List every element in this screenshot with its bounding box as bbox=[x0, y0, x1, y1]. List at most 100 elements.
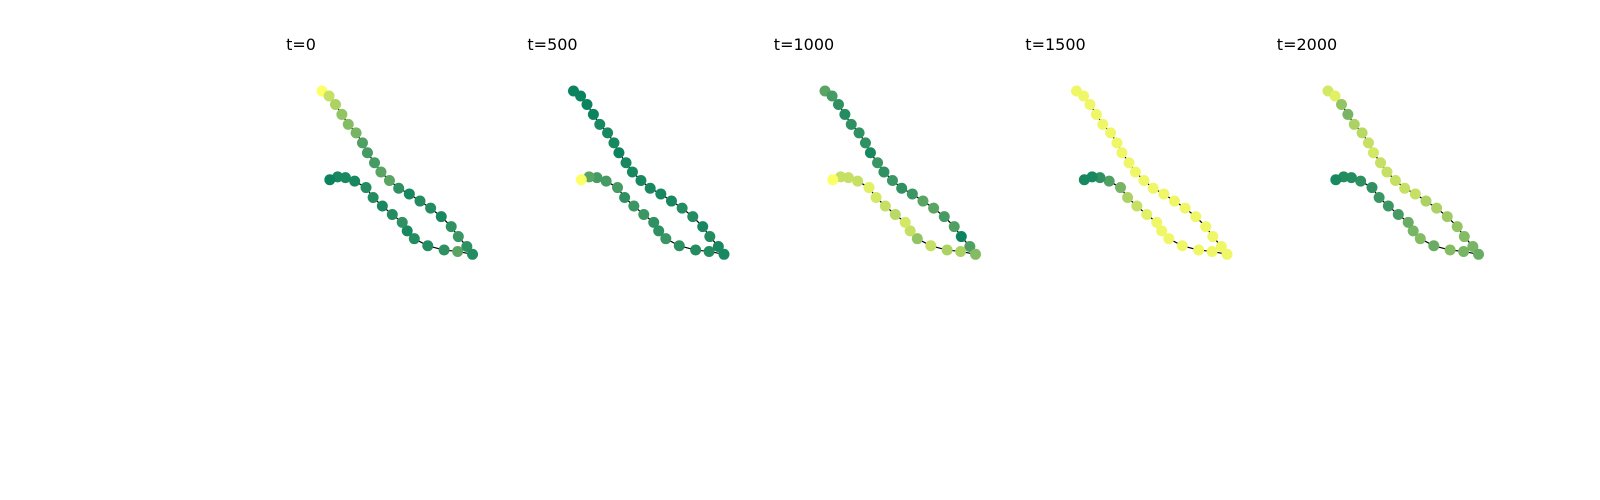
node bbox=[687, 211, 699, 223]
node bbox=[925, 240, 937, 252]
node bbox=[948, 221, 960, 233]
node bbox=[1078, 174, 1090, 186]
node bbox=[1467, 240, 1479, 252]
node bbox=[425, 202, 437, 214]
node bbox=[1381, 166, 1393, 178]
node bbox=[435, 211, 447, 223]
node bbox=[1389, 174, 1401, 186]
node bbox=[906, 188, 918, 200]
node bbox=[438, 244, 450, 256]
node bbox=[600, 175, 612, 187]
node bbox=[665, 195, 677, 207]
node bbox=[697, 221, 709, 233]
node bbox=[655, 188, 667, 200]
node bbox=[367, 192, 379, 203]
node bbox=[911, 233, 923, 245]
node bbox=[1097, 118, 1109, 130]
node bbox=[452, 245, 464, 257]
node bbox=[1366, 182, 1378, 194]
panel-4: t=2000 bbox=[1277, 35, 1485, 260]
node bbox=[376, 200, 388, 212]
node bbox=[396, 216, 408, 228]
node bbox=[619, 192, 631, 203]
node bbox=[1200, 221, 1212, 233]
panel-2: t=1000 bbox=[774, 35, 982, 260]
node bbox=[620, 157, 632, 169]
node bbox=[1473, 248, 1485, 260]
node bbox=[1458, 245, 1470, 257]
node bbox=[1373, 192, 1385, 203]
node bbox=[896, 182, 908, 194]
node bbox=[1367, 147, 1379, 159]
node bbox=[1375, 157, 1387, 169]
node bbox=[1122, 192, 1134, 203]
node bbox=[408, 233, 420, 245]
node bbox=[653, 225, 665, 237]
node bbox=[467, 248, 479, 260]
node bbox=[324, 174, 336, 186]
node bbox=[941, 244, 953, 256]
node bbox=[1342, 108, 1354, 120]
node bbox=[889, 209, 901, 221]
node bbox=[608, 137, 620, 149]
node bbox=[690, 244, 702, 256]
node bbox=[1156, 225, 1168, 237]
node bbox=[1420, 195, 1432, 207]
node bbox=[626, 166, 638, 178]
node bbox=[638, 209, 650, 221]
node bbox=[594, 118, 606, 130]
node bbox=[870, 192, 882, 203]
node bbox=[349, 175, 361, 187]
node bbox=[1131, 200, 1143, 212]
node bbox=[1407, 225, 1419, 237]
node bbox=[863, 182, 875, 194]
node bbox=[403, 188, 415, 200]
node bbox=[1392, 209, 1404, 221]
node bbox=[644, 182, 656, 194]
node bbox=[414, 195, 426, 207]
node bbox=[917, 195, 929, 207]
node bbox=[1382, 200, 1394, 212]
node bbox=[581, 98, 593, 110]
panels: t=0 t=500 t=1000 t=1500 t=2000 bbox=[286, 35, 1485, 260]
panel-title: t=0 bbox=[286, 35, 316, 54]
node bbox=[1103, 175, 1115, 187]
panel-3: t=1500 bbox=[1025, 35, 1233, 260]
node bbox=[1084, 98, 1096, 110]
node bbox=[648, 216, 660, 228]
node bbox=[1458, 231, 1470, 243]
node bbox=[928, 202, 940, 214]
node bbox=[1168, 195, 1180, 207]
node bbox=[1399, 182, 1411, 194]
node bbox=[970, 248, 982, 260]
node bbox=[879, 200, 891, 212]
node bbox=[342, 118, 354, 130]
node bbox=[1090, 108, 1102, 120]
node bbox=[393, 182, 405, 194]
node bbox=[660, 233, 672, 245]
node bbox=[853, 127, 865, 139]
node bbox=[386, 209, 398, 221]
node bbox=[1129, 166, 1141, 178]
node bbox=[1151, 216, 1163, 228]
node bbox=[1356, 127, 1368, 139]
node bbox=[1193, 244, 1205, 256]
node bbox=[676, 202, 688, 214]
node bbox=[360, 182, 372, 194]
node bbox=[859, 137, 871, 149]
node bbox=[872, 157, 884, 169]
node bbox=[904, 225, 916, 237]
node bbox=[712, 240, 724, 252]
node bbox=[864, 147, 876, 159]
panel-title: t=2000 bbox=[1277, 35, 1337, 54]
node bbox=[1431, 202, 1443, 214]
node bbox=[1444, 244, 1456, 256]
node bbox=[612, 182, 624, 194]
node bbox=[1207, 231, 1219, 243]
node bbox=[1078, 90, 1090, 102]
node bbox=[827, 174, 839, 186]
node bbox=[635, 174, 647, 186]
node bbox=[826, 90, 838, 102]
node bbox=[613, 147, 625, 159]
